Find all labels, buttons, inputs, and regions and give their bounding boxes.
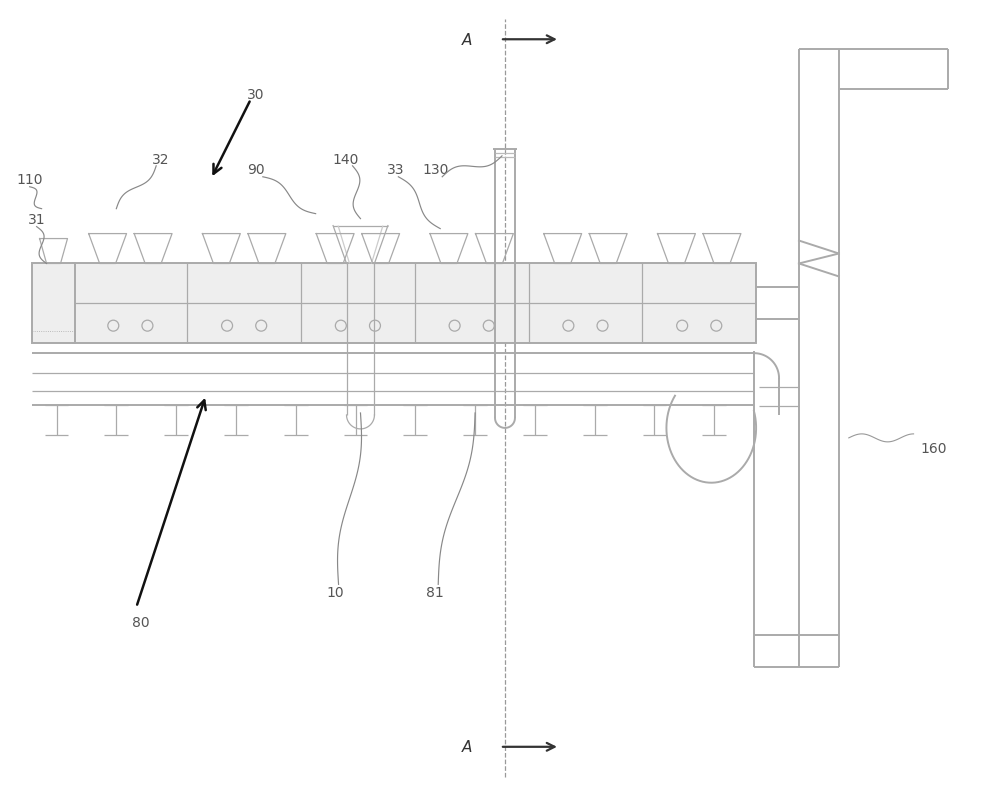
Text: 160: 160	[920, 442, 947, 455]
Text: 30: 30	[247, 88, 265, 102]
Text: 10: 10	[327, 585, 344, 600]
Text: 33: 33	[387, 162, 404, 177]
Bar	[73, 264, 756, 344]
Text: 90: 90	[247, 162, 265, 177]
Bar	[32, 264, 75, 344]
Text: 110: 110	[16, 173, 43, 186]
Text: 130: 130	[422, 162, 448, 177]
Text: 81: 81	[426, 585, 444, 600]
Text: 80: 80	[132, 615, 150, 630]
Text: 140: 140	[332, 153, 359, 167]
Text: A: A	[462, 33, 472, 47]
Text: 31: 31	[28, 212, 45, 226]
Text: 32: 32	[152, 153, 170, 167]
Text: A: A	[462, 740, 472, 754]
